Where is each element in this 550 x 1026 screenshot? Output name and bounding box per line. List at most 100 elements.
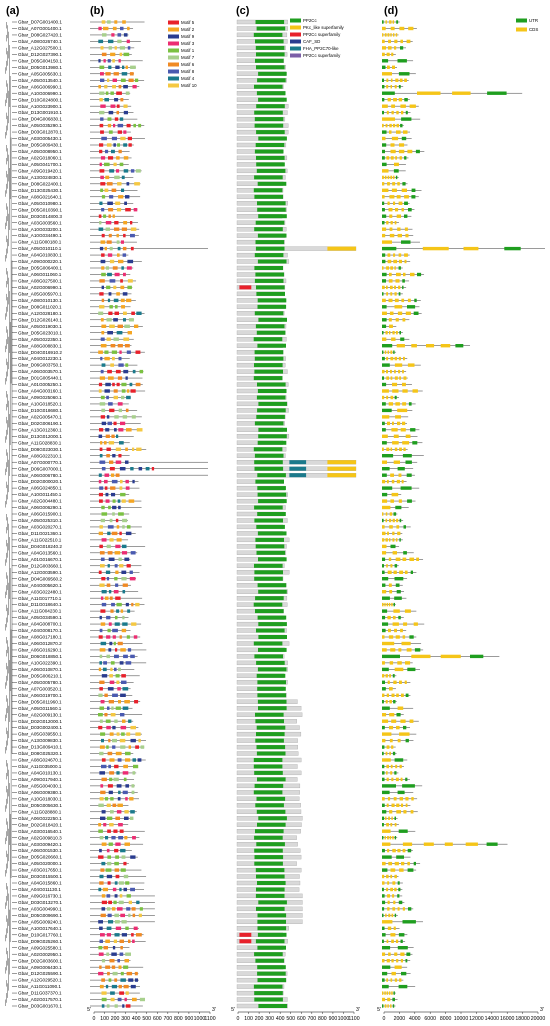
motif-box [119, 46, 125, 50]
motif-box [120, 298, 125, 303]
motif-box [100, 395, 105, 400]
utr-box [382, 408, 392, 413]
gene-name: Gbar_D08G022400.1 [18, 181, 62, 186]
utr-box [382, 907, 385, 911]
cds-box [393, 201, 396, 205]
motif-box [101, 900, 107, 905]
motif-box [108, 65, 112, 69]
cds-box [393, 98, 397, 102]
utr-box [382, 318, 387, 322]
motif-box [125, 447, 128, 451]
cds-box [392, 20, 394, 24]
motif-box [114, 978, 118, 982]
motif-box [105, 570, 111, 574]
motif-box [112, 512, 115, 516]
gene-name: Gbar_D05G004150.1 [18, 58, 62, 63]
domain-pp2cc [253, 641, 283, 646]
motif-box [98, 887, 102, 892]
motif-box [125, 460, 129, 464]
motif-box [121, 175, 125, 180]
motif-box [134, 971, 138, 976]
cds-box [394, 628, 397, 633]
utr-box [382, 816, 385, 820]
motif-box [113, 939, 117, 943]
axis-tick-label: 10000 [454, 1016, 469, 1022]
gene-name: Gbar_A05G039550.1 [18, 732, 62, 737]
motif-box [99, 221, 102, 225]
motif-box [122, 590, 126, 594]
motif-box [101, 298, 105, 303]
utr-box [404, 214, 408, 218]
utr-box [382, 246, 397, 251]
gene-name: Gbar_D03G015500.1 [18, 874, 62, 879]
motif-box [121, 732, 125, 736]
motif-box [114, 894, 118, 898]
cds-box [382, 117, 395, 121]
motif-box [122, 622, 128, 626]
gene-name: Gbar_A05G034590.1 [18, 615, 62, 620]
motif-box [100, 337, 105, 341]
motif-box [113, 143, 116, 147]
utr-box [394, 577, 404, 581]
gene-name: Gbar_A08G027500.1 [18, 279, 62, 284]
axis-tick-label: 700 [307, 1016, 316, 1022]
motif-box [108, 738, 111, 743]
utr-box [407, 499, 412, 503]
motif-box [117, 997, 122, 1002]
motif-box [111, 350, 117, 354]
motif-box [101, 590, 107, 594]
utr-box [382, 622, 389, 626]
domain-pp2cc [255, 143, 285, 147]
motif-box [109, 758, 115, 762]
motif-box [114, 764, 119, 769]
cds-box [398, 201, 403, 205]
cds-box [396, 123, 399, 128]
gene-name: Gbar_A03G016540.1 [18, 829, 62, 834]
motif-box [112, 499, 116, 503]
utr-box [382, 978, 385, 982]
legend-label: CDS [529, 27, 538, 32]
motif-box [122, 415, 128, 419]
cds-box [390, 764, 393, 769]
gene-name: Gbar_A04G003160.1 [18, 389, 62, 394]
gene-name: Gbar_A03G022480.1 [18, 589, 62, 594]
motif-box [123, 764, 128, 769]
motif-box [107, 421, 112, 426]
cds-box [382, 33, 384, 37]
gene-name: Gbar_A08G017180.1 [18, 635, 62, 640]
domain-pp2cc [258, 900, 287, 905]
cds-box [398, 473, 402, 477]
domain-pp2cc [257, 259, 287, 264]
domain-pp2cc [255, 829, 284, 834]
utr-box [405, 959, 408, 963]
motif-box [114, 117, 119, 121]
cds-box [388, 628, 391, 633]
domain-pp2cc [254, 194, 283, 199]
domain-pp2cc [253, 376, 283, 381]
domain-pp2cc [258, 635, 287, 639]
motif-box [116, 810, 122, 814]
utr-box [382, 65, 386, 69]
cds-box [400, 428, 406, 432]
domain-pp2cc [256, 104, 285, 109]
gene-name: Gbar_D05G006210.1 [18, 673, 62, 678]
utr-box [394, 913, 397, 918]
utr-box [382, 583, 386, 587]
motif-box [123, 221, 128, 225]
motif-box [101, 52, 107, 57]
cds-box [384, 602, 386, 607]
utr-box [405, 738, 409, 743]
cds-box [382, 285, 385, 290]
motif-box [99, 848, 102, 853]
cds-box [463, 246, 479, 251]
cds-box [382, 175, 384, 180]
motif-box [98, 971, 104, 976]
utr-box [398, 615, 401, 620]
cds-box [393, 797, 397, 801]
cds-box [395, 777, 399, 782]
gene-name: Gbar_A06G003570.1 [18, 369, 62, 374]
domain-pp2cc [257, 881, 286, 885]
motif-box [113, 829, 118, 833]
motif-box [121, 266, 124, 270]
motif-box [125, 376, 128, 380]
